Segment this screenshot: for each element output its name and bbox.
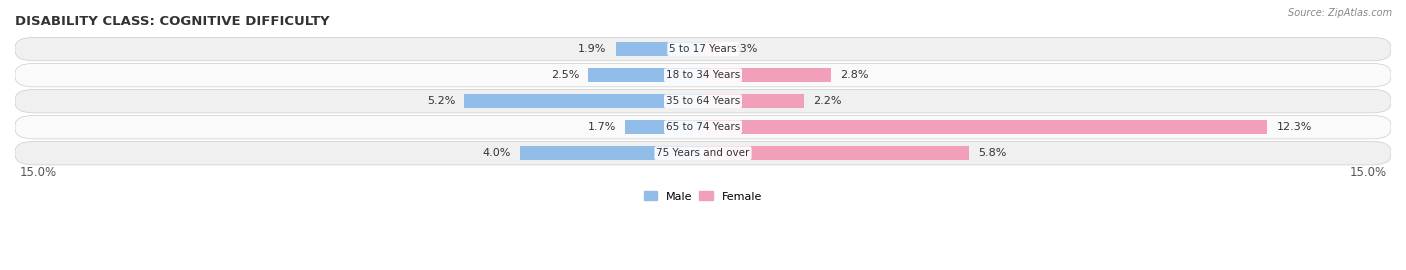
Bar xyxy=(626,120,703,134)
Text: 18 to 34 Years: 18 to 34 Years xyxy=(666,70,740,80)
Text: 0.23%: 0.23% xyxy=(723,44,758,54)
FancyBboxPatch shape xyxy=(15,116,1391,139)
Text: 12.3%: 12.3% xyxy=(1277,122,1312,132)
Text: 2.2%: 2.2% xyxy=(813,96,842,106)
Text: 5 to 17 Years: 5 to 17 Years xyxy=(669,44,737,54)
Bar xyxy=(520,146,703,160)
Text: Source: ZipAtlas.com: Source: ZipAtlas.com xyxy=(1288,8,1392,18)
Text: 15.0%: 15.0% xyxy=(1350,166,1386,179)
FancyBboxPatch shape xyxy=(15,141,1391,165)
Bar xyxy=(588,68,703,82)
Text: 1.9%: 1.9% xyxy=(578,44,606,54)
Text: 2.8%: 2.8% xyxy=(841,70,869,80)
Bar xyxy=(703,68,831,82)
Text: 2.5%: 2.5% xyxy=(551,70,579,80)
Bar xyxy=(464,94,703,108)
Bar xyxy=(703,120,1267,134)
Text: DISABILITY CLASS: COGNITIVE DIFFICULTY: DISABILITY CLASS: COGNITIVE DIFFICULTY xyxy=(15,15,329,28)
Text: 65 to 74 Years: 65 to 74 Years xyxy=(666,122,740,132)
Bar xyxy=(616,42,703,56)
Legend: Male, Female: Male, Female xyxy=(640,187,766,206)
Text: 5.2%: 5.2% xyxy=(427,96,456,106)
FancyBboxPatch shape xyxy=(15,89,1391,113)
Text: 15.0%: 15.0% xyxy=(20,166,56,179)
Bar xyxy=(703,42,714,56)
Text: 5.8%: 5.8% xyxy=(979,148,1007,158)
Bar xyxy=(703,94,804,108)
FancyBboxPatch shape xyxy=(15,38,1391,61)
Text: 35 to 64 Years: 35 to 64 Years xyxy=(666,96,740,106)
Text: 75 Years and over: 75 Years and over xyxy=(657,148,749,158)
Text: 4.0%: 4.0% xyxy=(482,148,510,158)
Text: 1.7%: 1.7% xyxy=(588,122,616,132)
Bar xyxy=(703,146,969,160)
FancyBboxPatch shape xyxy=(15,63,1391,87)
